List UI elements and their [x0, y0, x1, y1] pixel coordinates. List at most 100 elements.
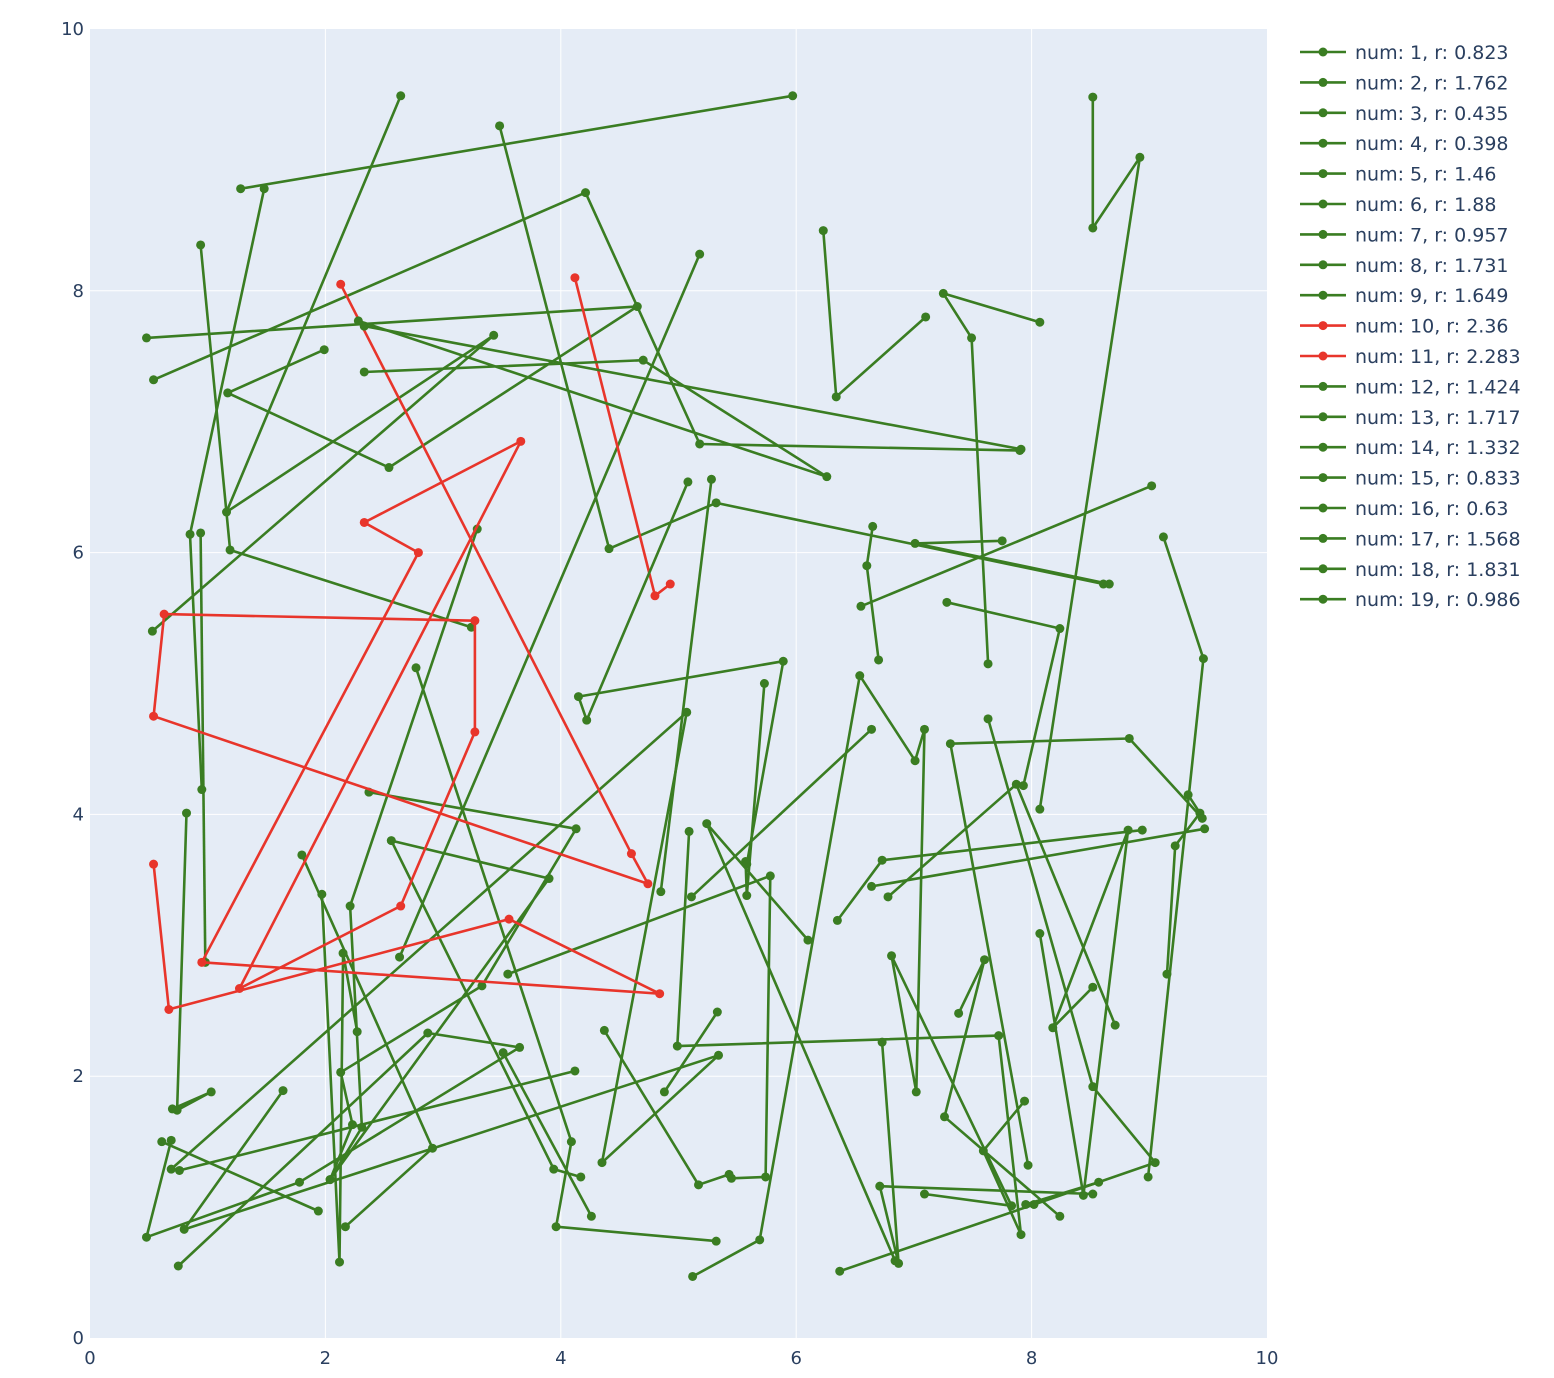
legend-marker	[1318, 77, 1328, 87]
data-point	[159, 609, 169, 619]
data-point	[149, 859, 159, 869]
trace	[325, 787, 586, 1185]
legend-marker	[1318, 473, 1328, 483]
data-point	[295, 1177, 305, 1187]
legend-item[interactable]: num: 17, r: 1.568	[1300, 528, 1521, 550]
series-line	[328, 790, 582, 1181]
legend-item[interactable]: num: 13, r: 1.717	[1300, 407, 1521, 429]
data-point	[236, 184, 246, 194]
legend-label: num: 14, r: 1.332	[1355, 437, 1521, 459]
data-point	[1170, 841, 1180, 851]
x-tick-label: 6	[790, 1348, 801, 1369]
data-point	[1088, 92, 1098, 102]
data-point	[259, 184, 269, 194]
series-line	[659, 479, 713, 892]
series-line	[357, 319, 829, 478]
data-point	[1055, 1211, 1065, 1221]
data-point	[604, 544, 614, 554]
trace	[1162, 790, 1205, 979]
trace	[167, 808, 216, 1115]
data-point	[761, 1172, 771, 1182]
data-point	[1011, 779, 1021, 789]
legend-item[interactable]: num: 10, r: 2.36	[1300, 316, 1509, 338]
legend-marker	[1318, 533, 1328, 543]
legend-item[interactable]: num: 7, r: 0.957	[1300, 224, 1509, 246]
data-point	[742, 891, 752, 901]
data-point	[665, 579, 675, 589]
legend-label: num: 17, r: 1.568	[1355, 528, 1521, 550]
legend-marker	[1318, 381, 1328, 391]
series-line	[878, 1042, 1093, 1265]
trace	[395, 249, 705, 962]
legend-item[interactable]: num: 18, r: 1.831	[1300, 559, 1521, 581]
data-point	[544, 874, 554, 884]
series-line	[161, 1140, 319, 1213]
data-point	[157, 1137, 167, 1147]
data-point	[182, 808, 192, 818]
legend-item[interactable]: num: 16, r: 0.63	[1300, 498, 1509, 520]
data-point	[599, 1025, 609, 1035]
data-point	[877, 855, 887, 865]
data-point	[940, 1112, 950, 1122]
legend-item[interactable]: num: 9, r: 1.649	[1300, 285, 1509, 307]
data-point	[818, 226, 828, 236]
data-point	[223, 388, 233, 398]
data-point	[983, 659, 993, 669]
data-point	[659, 1087, 669, 1097]
series-traces	[141, 91, 1157, 1014]
data-point	[196, 528, 206, 538]
data-point	[778, 656, 788, 666]
legend-marker	[1318, 351, 1328, 361]
legend-item[interactable]: num: 8, r: 1.731	[1300, 255, 1509, 277]
data-point	[395, 952, 405, 962]
legend[interactable]: num: 1, r: 0.823 num: 2, r: 1.762 num: 3, …	[1300, 42, 1521, 611]
data-point	[711, 1236, 721, 1246]
data-point	[1123, 825, 1133, 835]
data-point	[1023, 1160, 1033, 1170]
data-point	[359, 367, 369, 377]
legend-item[interactable]: num: 4, r: 0.398	[1300, 133, 1509, 155]
legend-marker	[1318, 442, 1328, 452]
data-point	[576, 1172, 586, 1182]
legend-marker	[1318, 564, 1328, 574]
y-tick-label: 2	[73, 1066, 84, 1087]
legend-label: num: 5, r: 1.46	[1355, 164, 1496, 186]
legend-item[interactable]: num: 1, r: 0.823	[1300, 42, 1509, 64]
legend-item[interactable]: num: 15, r: 0.833	[1300, 468, 1521, 490]
data-point	[1020, 1096, 1030, 1106]
trace	[498, 1048, 596, 1221]
series-trace	[938, 288, 1045, 669]
legend-item[interactable]: num: 12, r: 1.424	[1300, 376, 1521, 398]
legend-item[interactable]: num: 3, r: 0.435	[1300, 103, 1509, 125]
data-point	[755, 1235, 765, 1245]
legend-item[interactable]: num: 19, r: 0.986	[1300, 589, 1521, 611]
grid-lines	[90, 29, 1267, 1338]
trace	[325, 524, 482, 1185]
data-point	[1035, 804, 1045, 814]
data-point	[149, 375, 159, 385]
data-point	[581, 188, 591, 198]
legend-item[interactable]: num: 11, r: 2.283	[1300, 346, 1521, 368]
data-point	[234, 983, 244, 993]
data-point	[832, 915, 842, 925]
series-line	[328, 528, 479, 1181]
series-line	[145, 1031, 521, 1267]
data-point	[1016, 1230, 1026, 1240]
data-point	[938, 288, 948, 298]
x-tick-label: 0	[84, 1348, 95, 1369]
data-point	[477, 981, 487, 991]
legend-label: num: 3, r: 0.435	[1355, 103, 1509, 125]
data-point	[1110, 1020, 1120, 1030]
data-point	[173, 1261, 183, 1271]
data-point	[910, 538, 920, 548]
legend-item[interactable]: num: 14, r: 1.332	[1300, 437, 1521, 459]
legend-item[interactable]: num: 5, r: 1.46	[1300, 164, 1496, 186]
data-point	[1088, 982, 1098, 992]
legend-item[interactable]: num: 2, r: 1.762	[1300, 72, 1509, 94]
data-point	[1088, 1189, 1098, 1199]
series-trace	[862, 521, 884, 665]
legend-item[interactable]: num: 6, r: 1.88	[1300, 194, 1496, 216]
data-point	[384, 463, 394, 473]
data-point	[656, 887, 666, 897]
